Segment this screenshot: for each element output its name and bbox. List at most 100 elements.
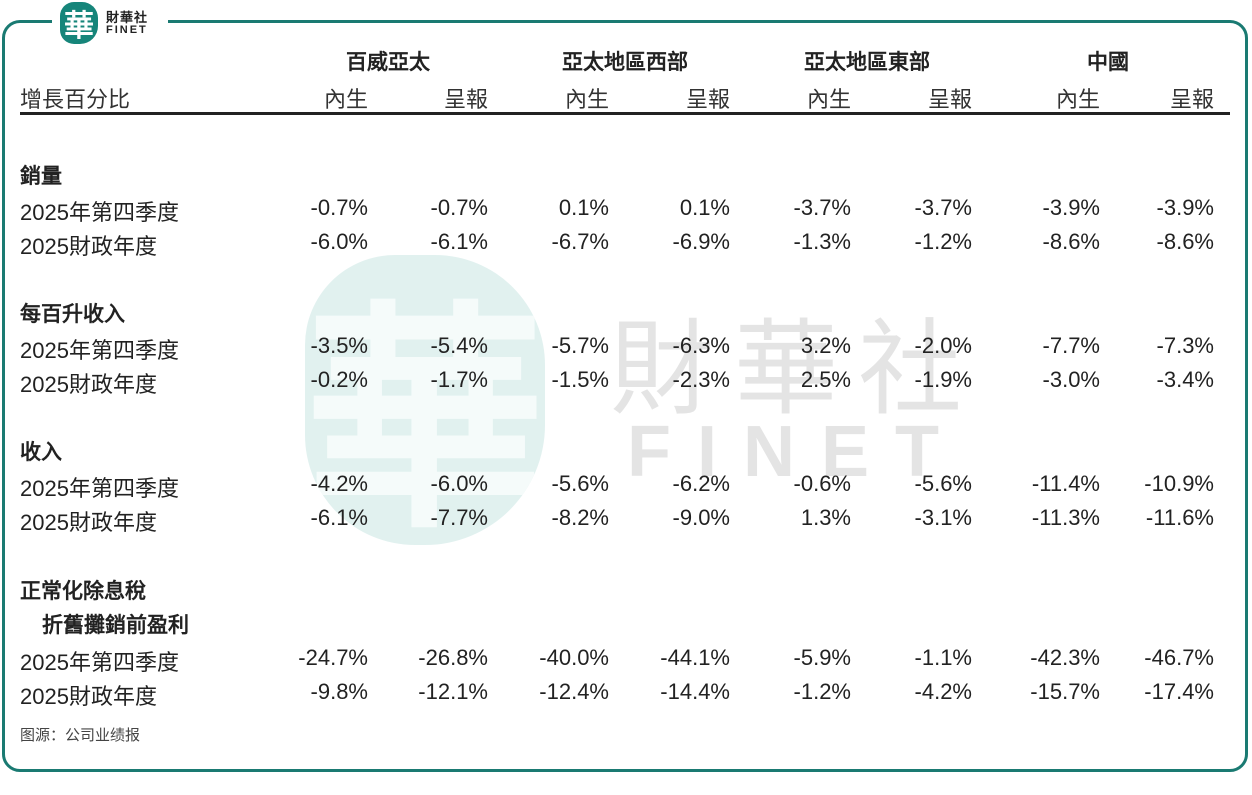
value-cell: -6.0%	[430, 471, 488, 496]
group-header: 中國	[1087, 51, 1129, 74]
value-cell: -10.9%	[1144, 471, 1214, 496]
subcolumn-header: 呈報	[1169, 87, 1214, 112]
section-title: 收入	[20, 436, 1230, 470]
row-label: 2025財政年度	[20, 510, 157, 535]
content-frame	[2, 20, 1248, 772]
value-cell: -3.0%	[1042, 367, 1100, 392]
section-title-line2: 折舊攤銷前盈利	[20, 609, 1230, 643]
group-header: 百威亞太	[346, 51, 430, 74]
logo-badge-icon: 華	[60, 2, 98, 44]
value-cell: -5.7%	[551, 333, 609, 358]
value-cell: -7.3%	[1156, 333, 1214, 358]
watermark-chinese: 財華社	[610, 312, 983, 428]
row-label: 2025年第四季度	[20, 476, 179, 501]
watermark: 財華社 FINET	[610, 318, 982, 488]
row-label: 2025年第四季度	[20, 650, 179, 675]
subcolumn-header: 內生	[323, 87, 368, 112]
section-title: 銷量	[20, 160, 1230, 194]
value-cell: -4.2%	[914, 679, 972, 704]
value-cell: -44.1%	[660, 645, 730, 670]
value-cell: -46.7%	[1144, 645, 1214, 670]
value-cell: -1.7%	[430, 367, 488, 392]
value-cell: -6.9%	[672, 229, 730, 254]
table-row: 2025年第四季度 -4.2% -6.0% -5.6% -6.2% -0.6% …	[20, 471, 1230, 505]
value-cell: -1.9%	[914, 367, 972, 392]
value-cell: -6.7%	[551, 229, 609, 254]
value-cell: -6.2%	[672, 471, 730, 496]
value-cell: 0.1%	[558, 195, 609, 220]
value-cell: -2.0%	[914, 333, 972, 358]
value-cell: -11.4%	[1031, 471, 1100, 496]
value-cell: -12.4%	[539, 679, 609, 704]
table-row: 2025財政年度 -6.0% -6.1% -6.7% -6.9% -1.3% -…	[20, 229, 1230, 263]
row-label: 2025年第四季度	[20, 338, 179, 363]
value-cell: -5.6%	[914, 471, 972, 496]
value-cell: -4.2%	[310, 471, 368, 496]
watermark-english: FINET	[627, 412, 965, 492]
row-label: 2025年第四季度	[20, 200, 179, 225]
subcolumn-header: 內生	[1055, 87, 1100, 112]
value-cell: 3.2%	[800, 333, 851, 358]
section-title: 正常化除息稅	[20, 575, 1230, 609]
logo-english-text: FINET	[106, 23, 148, 36]
value-cell: -9.8%	[310, 679, 368, 704]
value-cell: -15.7%	[1030, 679, 1100, 704]
section-title-text: 每百升收入	[20, 303, 125, 326]
value-cell: -3.5%	[310, 333, 368, 358]
value-cell: -0.6%	[793, 471, 851, 496]
value-cell: -12.1%	[418, 679, 488, 704]
value-cell: -9.0%	[672, 505, 730, 530]
watermark-badge-icon: 華	[305, 255, 545, 545]
value-cell: -8.6%	[1156, 229, 1214, 254]
section-title-text: 正常化除息稅	[20, 580, 146, 603]
value-cell: -3.4%	[1156, 367, 1214, 392]
value-cell: -7.7%	[1042, 333, 1100, 358]
value-cell: -8.2%	[551, 505, 609, 530]
row-label: 2025財政年度	[20, 234, 157, 259]
value-cell: -1.3%	[793, 229, 851, 254]
value-cell: -40.0%	[539, 645, 609, 670]
value-cell: -7.7%	[430, 505, 488, 530]
subcolumn-header: 呈報	[443, 87, 488, 112]
table-row: 2025年第四季度 -24.7% -26.8% -40.0% -44.1% -5…	[20, 645, 1230, 679]
value-cell: -1.2%	[914, 229, 972, 254]
value-cell: -6.0%	[310, 229, 368, 254]
value-cell: -2.3%	[672, 367, 730, 392]
value-cell: -1.5%	[551, 367, 609, 392]
value-cell: -3.7%	[793, 195, 851, 220]
section-title: 每百升收入	[20, 298, 1230, 332]
value-cell: -14.4%	[660, 679, 730, 704]
value-cell: -6.1%	[430, 229, 488, 254]
value-cell: -3.9%	[1042, 195, 1100, 220]
value-cell: -11.3%	[1031, 505, 1100, 530]
value-cell: -5.4%	[430, 333, 488, 358]
row-header-label: 增長百分比	[20, 87, 131, 112]
table-row: 2025年第四季度 -3.5% -5.4% -5.7% -6.3% 3.2% -…	[20, 333, 1230, 367]
value-cell: 2.5%	[800, 367, 851, 392]
value-cell: -6.3%	[672, 333, 730, 358]
group-header: 亞太地區西部	[562, 51, 688, 74]
logo-chinese-text: 財華社	[106, 9, 149, 25]
value-cell: -3.9%	[1156, 195, 1214, 220]
finet-logo: 華 財華社 FINET	[60, 2, 148, 44]
subcolumn-header: 內生	[806, 87, 851, 112]
section-title-text: 收入	[20, 441, 62, 464]
value-cell: -1.2%	[793, 679, 851, 704]
value-cell: -1.1%	[914, 645, 972, 670]
value-cell: -11.6%	[1145, 505, 1214, 530]
table-row: 2025財政年度 -9.8% -12.1% -12.4% -14.4% -1.2…	[20, 679, 1230, 713]
subcolumn-header: 呈報	[927, 87, 972, 112]
header-divider	[20, 112, 1230, 115]
source-caption: 图源：公司业绩报	[20, 727, 141, 744]
value-cell: -5.6%	[551, 471, 609, 496]
value-cell: -26.8%	[418, 645, 488, 670]
subcolumn-header: 呈報	[685, 87, 730, 112]
value-cell: 1.3%	[800, 505, 851, 530]
value-cell: -0.7%	[310, 195, 368, 220]
row-label: 2025財政年度	[20, 372, 157, 397]
value-cell: -6.1%	[310, 505, 368, 530]
section-title-text: 銷量	[20, 165, 62, 188]
table-row: 2025年第四季度 -0.7% -0.7% 0.1% 0.1% -3.7% -3…	[20, 195, 1230, 229]
value-cell: -0.2%	[310, 367, 368, 392]
value-cell: -17.4%	[1144, 679, 1214, 704]
